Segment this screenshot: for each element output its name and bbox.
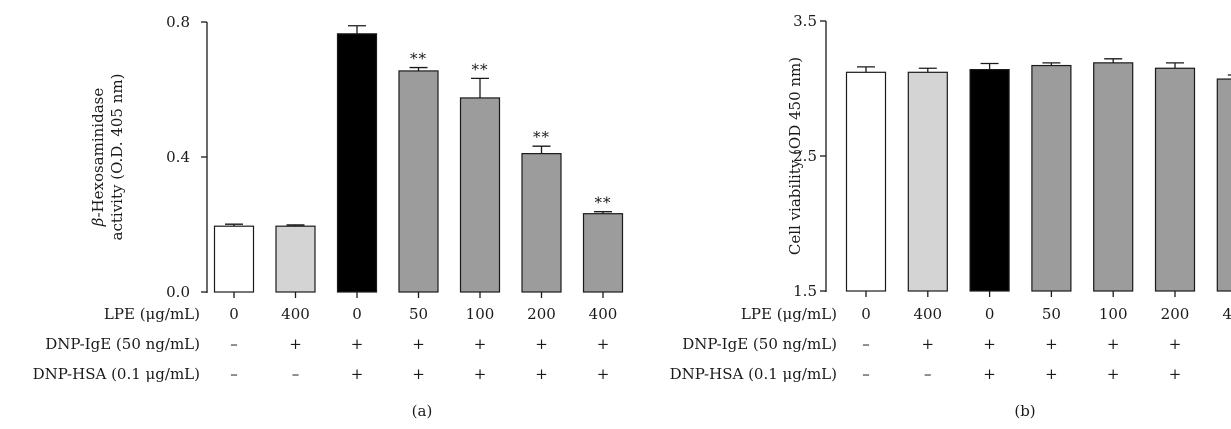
condition-value: + <box>983 335 996 353</box>
condition-value: 200 <box>1161 305 1190 323</box>
y-tick-label: 3.5 <box>793 12 817 30</box>
condition-value: 0 <box>985 305 995 323</box>
condition-value: + <box>1169 335 1182 353</box>
bar <box>845 71 887 292</box>
bar <box>969 68 1010 292</box>
y-tick-label: 2.5 <box>793 147 817 165</box>
condition-row-label: LPE (μg/mL) <box>741 305 837 323</box>
condition-row-label: LPE (μg/mL) <box>104 305 200 323</box>
condition-row-label: DNP-IgE (50 ng/mL) <box>682 335 837 353</box>
bar <box>459 97 501 293</box>
condition-value: + <box>1107 365 1120 383</box>
condition-value: 200 <box>527 305 556 323</box>
condition-row-label: DNP-IgE (50 ng/mL) <box>45 335 200 353</box>
y-tick-label: 0.4 <box>166 148 190 166</box>
panel-a-beta-hexosaminidase: 0.0 0.4 0.8 ** ** ** ** LPE (μg/mL) 0 400 0 50 100 20… <box>33 13 624 420</box>
bar <box>582 213 624 293</box>
condition-value: + <box>351 335 364 353</box>
y-tick-label: 1.5 <box>793 282 817 300</box>
condition-value: + <box>1045 335 1058 353</box>
panel-label: (b) <box>1014 402 1035 420</box>
y-axis-label-beta: β <box>89 217 107 227</box>
condition-value: 400 <box>281 305 310 323</box>
condition-value: 400 <box>589 305 618 323</box>
bar <box>521 153 562 293</box>
condition-value: 50 <box>409 305 428 323</box>
condition-value: – <box>230 335 238 353</box>
condition-value: – <box>292 365 300 383</box>
condition-value: – <box>230 365 238 383</box>
y-axis-label: Cell viability (OD 450 nm) <box>786 57 804 255</box>
condition-value: – <box>862 365 870 383</box>
bar <box>275 225 316 293</box>
bar <box>398 70 439 293</box>
y-axis-label-line1-text: -Hexosaminidase <box>89 88 107 218</box>
condition-row-label: DNP-HSA (0.1 μg/mL) <box>33 365 200 383</box>
condition-value: 100 <box>466 305 495 323</box>
condition-value: 0 <box>229 305 239 323</box>
bar <box>1093 62 1134 292</box>
condition-value: + <box>412 365 425 383</box>
condition-value: 400 <box>913 305 942 323</box>
condition-value: + <box>289 335 302 353</box>
condition-value: + <box>412 335 425 353</box>
bar <box>1154 67 1196 292</box>
condition-value: + <box>1045 365 1058 383</box>
condition-value: + <box>597 335 610 353</box>
bar <box>907 71 948 292</box>
condition-value: + <box>351 365 364 383</box>
condition-value: 0 <box>861 305 871 323</box>
significance-annotation: ** <box>472 60 489 78</box>
y-axis-label-line1: β-Hexosaminidase <box>89 88 107 228</box>
condition-value: – <box>862 335 870 353</box>
condition-value: + <box>535 365 548 383</box>
significance-annotation: ** <box>410 50 427 68</box>
condition-value: 0 <box>352 305 362 323</box>
significance-annotation: ** <box>595 194 612 212</box>
y-tick-label: 0.0 <box>166 283 190 301</box>
panel-label: (a) <box>412 402 433 420</box>
condition-value: + <box>922 335 935 353</box>
y-axis-label-line2: activity (O.D. 405 nm) <box>108 74 126 241</box>
condition-value: 400 <box>1222 305 1231 323</box>
bar <box>1031 64 1072 292</box>
condition-value: 100 <box>1099 305 1128 323</box>
bar <box>1216 78 1231 292</box>
condition-value: + <box>474 365 487 383</box>
panel-b-cell-viability: 1.5 2.5 3.5 LPE (μg/mL) 0 400 0 50 100 200 400 DNP-… <box>670 12 1231 420</box>
condition-value: + <box>474 335 487 353</box>
condition-row-label: DNP-HSA (0.1 μg/mL) <box>670 365 837 383</box>
condition-value: + <box>983 365 996 383</box>
significance-annotation: ** <box>533 128 550 146</box>
condition-value: + <box>535 335 548 353</box>
y-tick-label: 0.8 <box>166 13 190 31</box>
condition-value: 50 <box>1042 305 1061 323</box>
bar <box>336 33 378 293</box>
condition-value: + <box>1107 335 1120 353</box>
bar <box>213 225 255 293</box>
condition-value: + <box>1169 365 1182 383</box>
condition-value: – <box>924 365 932 383</box>
condition-value: + <box>597 365 610 383</box>
